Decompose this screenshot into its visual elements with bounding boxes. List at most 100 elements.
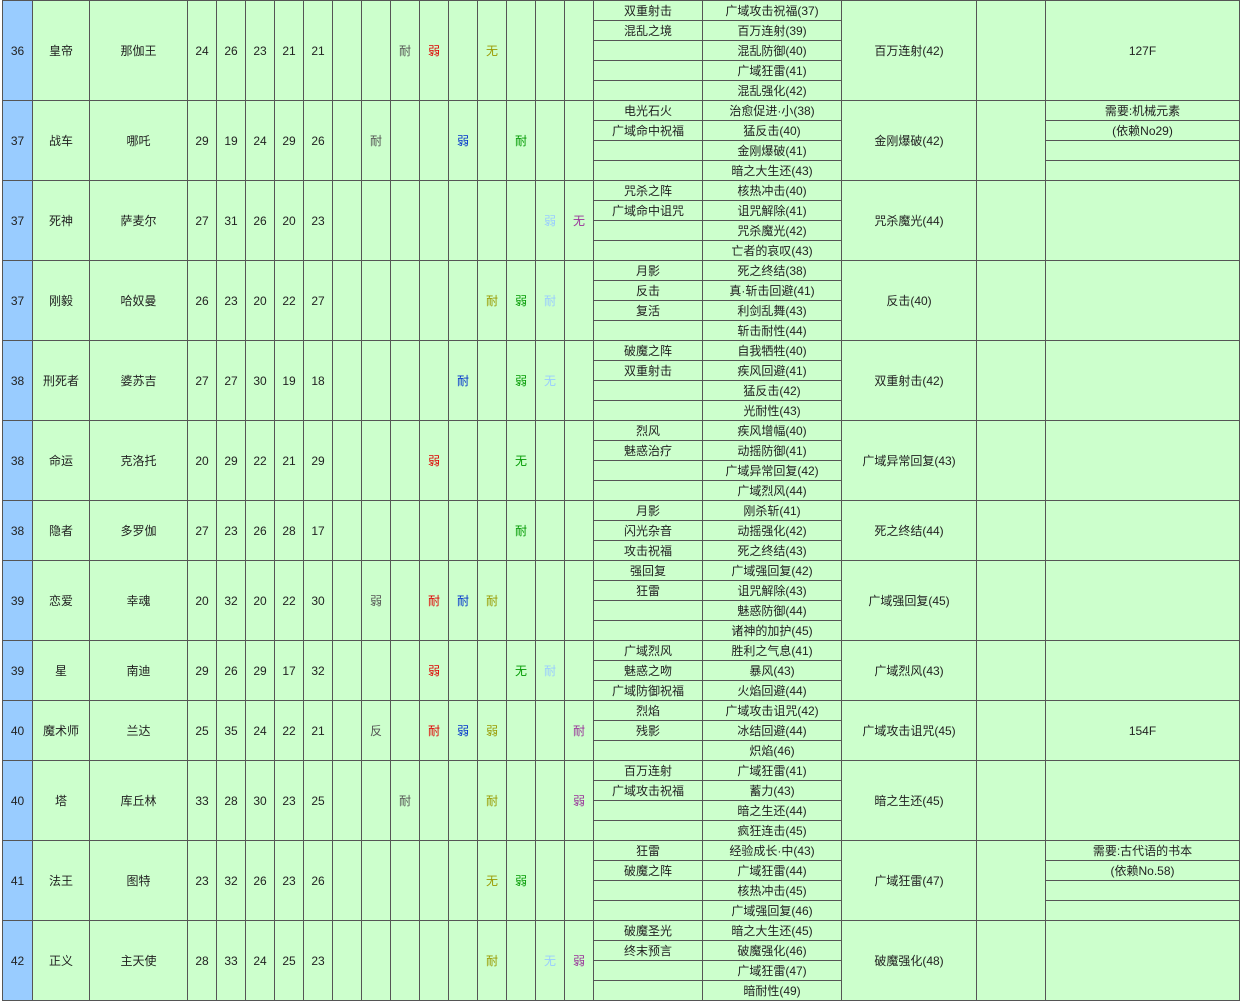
table-row: 混乱之境 百万连射(39)	[3, 20, 1240, 41]
affinity	[390, 500, 420, 561]
affinity: 弱	[448, 700, 478, 761]
note	[1045, 880, 1240, 901]
skill-learned: 广域狂雷(44)	[702, 860, 842, 881]
stat: 28	[274, 500, 304, 561]
skill-learned: 斩击耐性(44)	[702, 320, 842, 341]
affinity	[332, 0, 362, 101]
inherit-skill: 破魔强化(48)	[841, 920, 977, 1001]
inherit-skill: 死之终结(44)	[841, 500, 977, 561]
affinity	[448, 760, 478, 841]
skill	[593, 820, 703, 841]
table-row: 魅惑治疗 动摇防御(41)	[3, 440, 1240, 461]
table-row: 广域命中祝福 猛反击(40) (依赖No29)	[3, 120, 1240, 141]
affinity	[361, 260, 391, 341]
skill	[593, 240, 703, 261]
affinity	[361, 0, 391, 101]
stat: 23	[303, 180, 333, 261]
skill-learned: 诸神的加护(45)	[702, 620, 842, 641]
skill-learned: 广域狂雷(41)	[702, 760, 842, 781]
skill-learned: 广域狂雷(47)	[702, 960, 842, 981]
skill: 双重射击	[593, 360, 703, 381]
affinity	[361, 840, 391, 921]
skill	[593, 740, 703, 761]
stat: 28	[187, 920, 217, 1001]
stat: 24	[245, 700, 275, 761]
affinity	[390, 840, 420, 921]
table-row: 反击 真·斩击回避(41)	[3, 280, 1240, 301]
table-row: 广域狂雷(47)	[3, 960, 1240, 981]
arcana: 死神	[32, 180, 90, 261]
affinity: 耐	[448, 340, 478, 421]
affinity	[564, 640, 594, 701]
arcana: 星	[32, 640, 90, 701]
skill: 广域命中祝福	[593, 120, 703, 141]
stat: 26	[216, 640, 246, 701]
note	[1045, 920, 1240, 1001]
table-row: 38 刑死者 婆苏吉 27 27 30 19 18 耐弱无破魔之阵 自我牺牲(40) 双重射击(42…	[2, 340, 1240, 421]
affinity	[535, 100, 565, 181]
stat: 22	[274, 560, 304, 641]
affinity: 弱	[564, 760, 594, 841]
affinity: 弱	[564, 920, 594, 1001]
affinity	[535, 560, 565, 641]
skill: 混乱之境	[593, 20, 703, 41]
skill: 魅惑治疗	[593, 440, 703, 461]
affinity: 耐	[477, 760, 507, 841]
affinity: 耐	[448, 560, 478, 641]
empty-cell	[976, 500, 1046, 561]
skill	[593, 40, 703, 61]
arcana: 命运	[32, 420, 90, 501]
skill	[593, 380, 703, 401]
note	[1045, 500, 1240, 561]
note: (依赖No.58)	[1045, 860, 1240, 881]
affinity	[477, 340, 507, 421]
stat: 32	[216, 840, 246, 921]
affinity	[448, 640, 478, 701]
skill: 百万连射	[593, 760, 703, 781]
note: 需要:机械元素	[1045, 100, 1240, 121]
skill-learned: 经验成长·中(43)	[702, 840, 842, 861]
inherit-skill: 广域异常回复(43)	[841, 420, 977, 501]
affinity: 耐	[477, 260, 507, 341]
level: 37	[2, 260, 33, 341]
skill-learned: 冰结回避(44)	[702, 720, 842, 741]
note	[1045, 560, 1240, 641]
affinity	[332, 340, 362, 421]
persona-name: 多罗伽	[89, 500, 188, 561]
stat: 23	[274, 840, 304, 921]
stat: 19	[216, 100, 246, 181]
affinity: 耐	[506, 500, 536, 561]
empty-cell	[976, 840, 1046, 921]
level: 39	[2, 560, 33, 641]
level: 41	[2, 840, 33, 921]
table-row: 双重射击 疾风回避(41)	[3, 360, 1240, 381]
empty-cell	[976, 260, 1046, 341]
affinity: 弱	[419, 0, 449, 101]
empty-cell	[976, 0, 1046, 101]
persona-name: 主天使	[89, 920, 188, 1001]
skill-learned: 广域攻击诅咒(42)	[702, 700, 842, 721]
level: 37	[2, 180, 33, 261]
affinity	[390, 260, 420, 341]
affinity: 耐	[419, 700, 449, 761]
table-row: 37 死神 萨麦尔 27 31 26 20 23 弱无咒杀之阵 核热冲击(40) 咒杀魔光(44)	[2, 180, 1240, 261]
note	[1045, 160, 1240, 181]
skill-learned: 猛反击(40)	[702, 120, 842, 141]
affinity	[419, 840, 449, 921]
skill-learned: 光耐性(43)	[702, 400, 842, 421]
affinity	[564, 500, 594, 561]
affinity: 弱	[535, 180, 565, 261]
arcana: 隐者	[32, 500, 90, 561]
level: 38	[2, 340, 33, 421]
table-row: 36 皇帝 那伽王 24 26 23 21 21 耐弱无双重射击 广域攻击祝福(37) 百万连射(4…	[2, 0, 1240, 101]
affinity: 无	[506, 640, 536, 701]
skill-learned: 真·斩击回避(41)	[702, 280, 842, 301]
affinity	[332, 760, 362, 841]
empty-cell	[976, 420, 1046, 501]
skill	[593, 900, 703, 921]
affinity	[564, 0, 594, 101]
stat: 26	[245, 180, 275, 261]
level: 40	[2, 760, 33, 841]
affinity	[419, 100, 449, 181]
skill-learned: 胜利之气息(41)	[702, 640, 842, 661]
